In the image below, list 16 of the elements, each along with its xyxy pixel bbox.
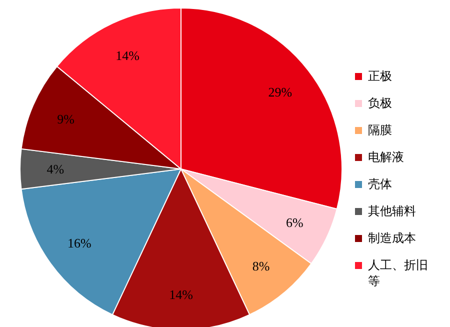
data-label: 16% <box>67 235 92 250</box>
data-label: 14% <box>116 48 140 63</box>
data-label: 8% <box>252 258 270 274</box>
data-label: 14% <box>169 287 194 302</box>
legend-label: 隔膜 <box>368 122 393 138</box>
legend-label: 电解液 <box>368 149 405 165</box>
legend-label: 人工、折旧等 <box>368 257 429 289</box>
data-label: 4% <box>46 162 64 176</box>
legend-label: 负极 <box>368 95 393 111</box>
data-label: 9% <box>57 112 75 127</box>
data-label: 29% <box>268 84 292 100</box>
legend-label: 壳体 <box>368 176 393 192</box>
legend-label: 其他辅料 <box>368 203 417 219</box>
data-label: 6% <box>286 214 304 230</box>
legend-label: 正极 <box>368 68 393 84</box>
legend-label: 制造成本 <box>368 230 417 246</box>
